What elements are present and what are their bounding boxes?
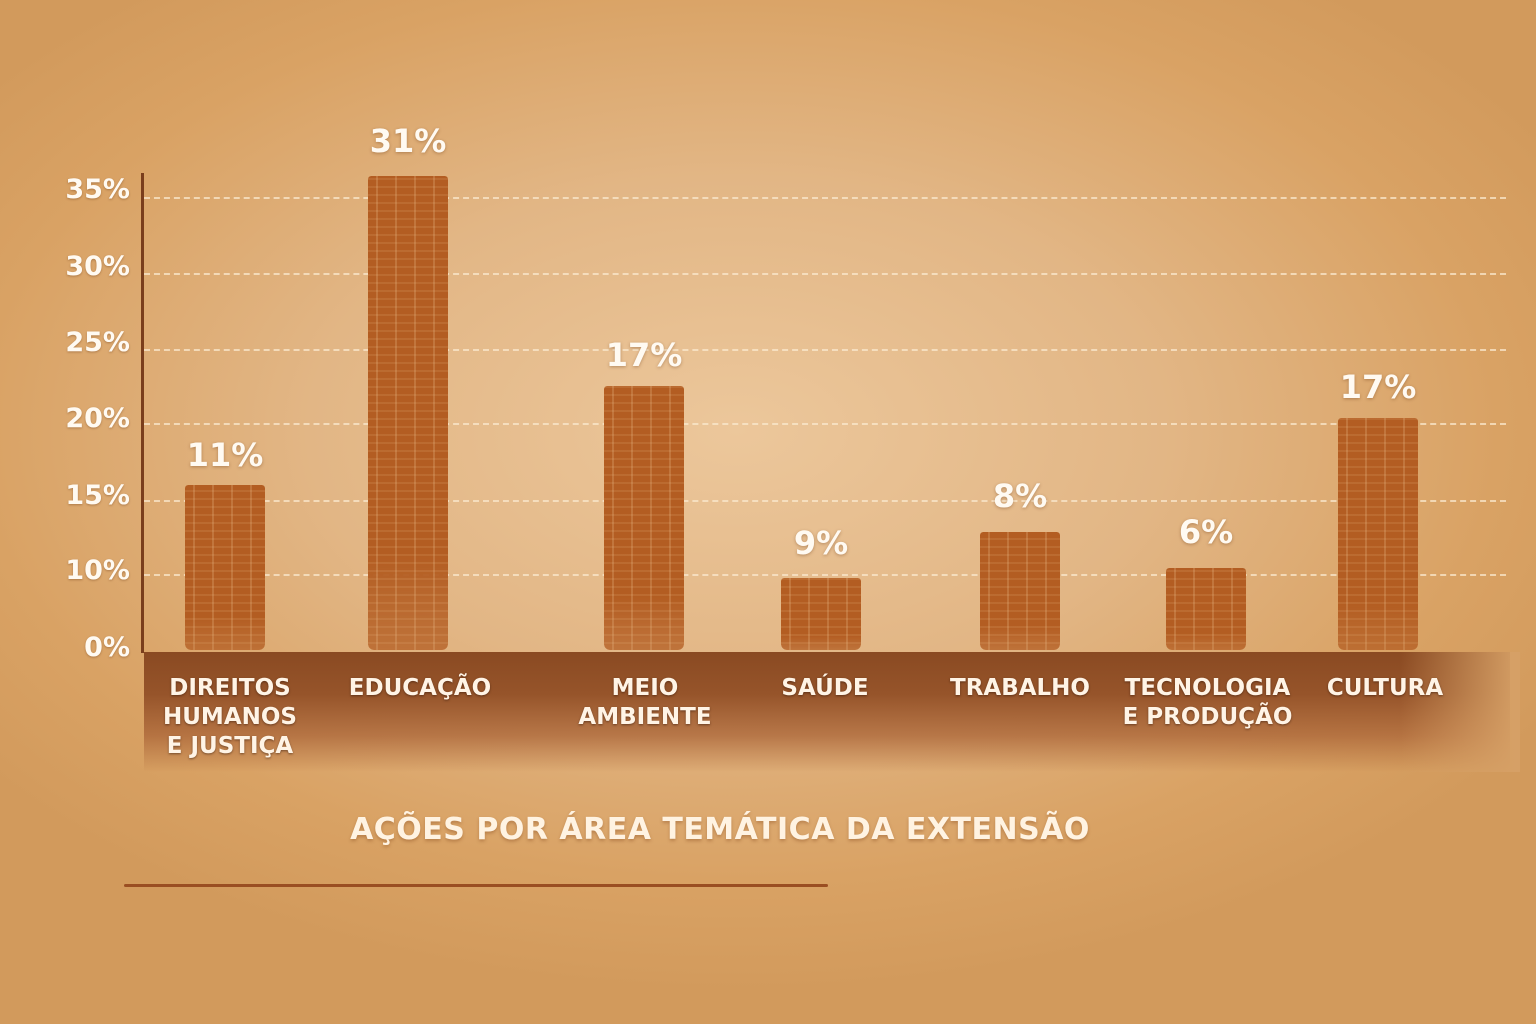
bar: [604, 386, 684, 650]
gridline-30: [144, 273, 1506, 275]
gridline-25: [144, 349, 1506, 351]
y-tick-label: 35%: [65, 174, 130, 205]
bar-value-label: 31%: [369, 122, 447, 160]
bar-value-label: 8%: [992, 477, 1048, 515]
bar-value-label: 17%: [605, 336, 683, 374]
y-tick-label: 25%: [65, 327, 130, 358]
y-tick-label: 20%: [65, 403, 130, 434]
bar: [185, 485, 265, 650]
category-label: TECNOLOGIA E PRODUÇÃO: [1122, 675, 1293, 730]
y-tick-label: 0%: [84, 632, 130, 663]
y-tick-label: 10%: [65, 555, 130, 586]
y-tick-label: 15%: [65, 480, 130, 511]
gridline-15: [144, 500, 1506, 502]
bar: [980, 532, 1060, 650]
category-label: MEIO AMBIENTE: [578, 675, 712, 730]
category-label: TRABALHO: [950, 675, 1090, 701]
gridline-10: [144, 574, 1506, 576]
bar: [1338, 418, 1418, 650]
bar-value-label: 9%: [793, 524, 849, 562]
category-label: CULTURA: [1326, 675, 1444, 701]
baseline-band: [144, 652, 1520, 772]
bar-value-label: 6%: [1178, 513, 1234, 551]
bar: [781, 578, 861, 650]
title-underline: [124, 884, 828, 887]
bar: [1166, 568, 1246, 650]
gridline-35: [144, 197, 1506, 199]
y-axis-line: [141, 173, 144, 653]
category-label: SAÚDE: [781, 675, 869, 701]
gridline-20: [144, 423, 1506, 425]
y-tick-label: 30%: [65, 251, 130, 282]
chart-title: AÇÕES POR ÁREA TEMÁTICA DA EXTENSÃO: [350, 812, 1090, 847]
category-label: DIREITOS HUMANOS E JUSTIÇA: [163, 675, 297, 759]
bar: [368, 176, 448, 650]
category-label: EDUCAÇÃO: [348, 675, 492, 701]
bar-value-label: 17%: [1339, 368, 1417, 406]
bar-value-label: 11%: [186, 436, 264, 474]
